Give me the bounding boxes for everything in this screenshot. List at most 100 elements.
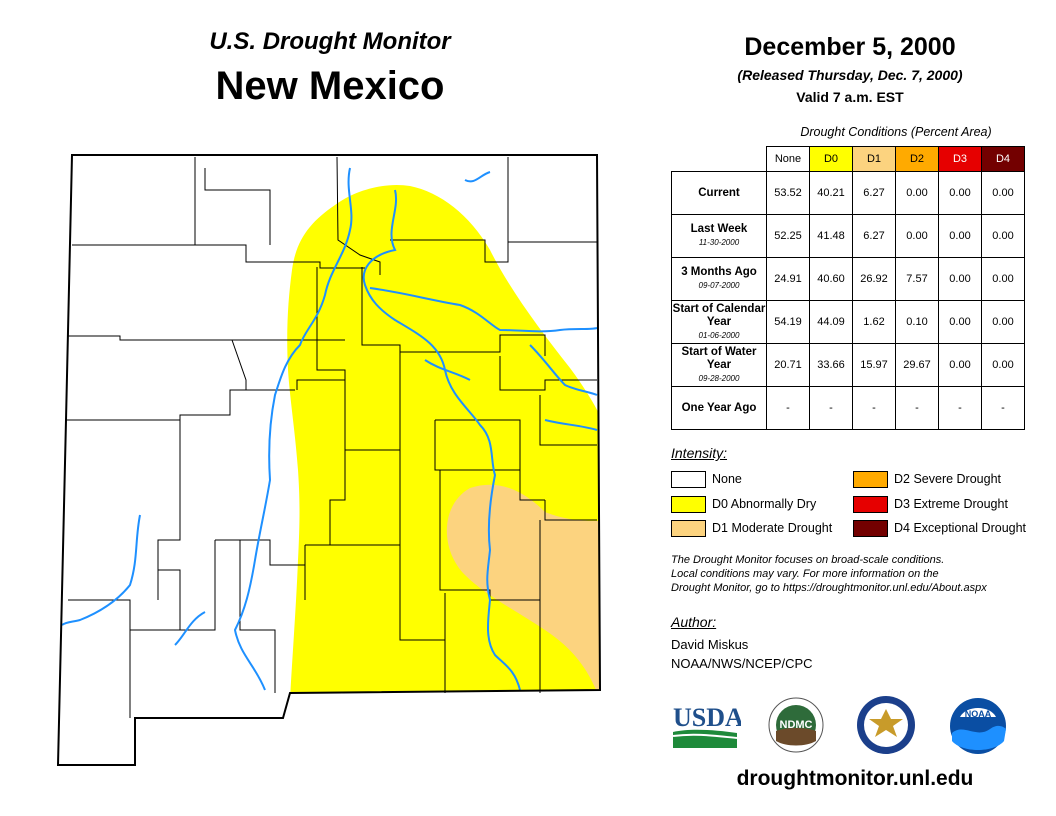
legend-swatch <box>671 520 706 537</box>
website-url: droughtmonitor.unl.edu <box>736 767 974 790</box>
legend-item: D2 Severe Drought <box>853 471 1001 488</box>
table-row: Last Week 11-30-2000 52.25 41.48 6.27 0.00 0.0… <box>671 214 1025 258</box>
table-cell: 0.00 <box>981 257 1025 301</box>
legend-item: D0 Abnormally Dry <box>671 496 816 513</box>
new-mexico-map <box>56 154 602 766</box>
table-cell: 7.57 <box>895 257 939 301</box>
table-row: Start of Calendar Year 01-06-2000 54.19 44.… <box>671 300 1025 344</box>
legend-label: D3 Extreme Drought <box>894 496 1008 511</box>
note-line-1: The Drought Monitor focuses on broad-sca… <box>671 554 945 566</box>
table-cell: 54.19 <box>766 300 810 344</box>
legend-swatch <box>853 496 888 513</box>
note-line-3: Drought Monitor, go to https://droughtmo… <box>671 582 987 594</box>
svg-text:USDA: USDA <box>673 703 741 732</box>
row-date: 09-07-2000 <box>698 281 740 290</box>
table-row: Current 53.52 40.21 6.27 0.00 0.00 0.00 <box>671 171 1025 215</box>
column-header-d0: D0 <box>809 146 853 172</box>
svg-text:NOAA: NOAA <box>965 709 992 719</box>
table-cell: 52.25 <box>766 214 810 258</box>
table-cell: - <box>938 386 982 430</box>
legend-item: D1 Moderate Drought <box>671 520 832 537</box>
release-date: (Released Thursday, Dec. 7, 2000) <box>737 67 963 83</box>
table-cell: 0.00 <box>895 214 939 258</box>
row-label-text: Current <box>698 186 740 199</box>
row-date: 09-28-2000 <box>698 373 740 383</box>
table-corner <box>672 147 767 172</box>
table-cell: - <box>766 386 810 430</box>
column-header-none: None <box>766 146 810 172</box>
table-cell: 6.27 <box>852 214 896 258</box>
table-cell: 15.97 <box>852 343 896 387</box>
table-cell: 0.00 <box>981 214 1025 258</box>
table-row: 3 Months Ago 09-07-2000 24.91 40.60 26.92 7.5… <box>671 257 1025 301</box>
table-cell: 0.10 <box>895 300 939 344</box>
legend-item: D3 Extreme Drought <box>853 496 1008 513</box>
usda-logo: USDA <box>672 703 741 748</box>
note-line-2: Local conditions may vary. For more info… <box>671 568 939 580</box>
map-title: New Mexico <box>215 64 445 108</box>
row-label-text: Start of Calendar Year <box>672 302 766 328</box>
legend-label: D1 Moderate Drought <box>712 520 833 535</box>
row-date: 01-06-2000 <box>698 330 740 340</box>
column-header-d1: D1 <box>852 146 896 172</box>
row-date: 11-30-2000 <box>698 238 740 247</box>
commerce-seal-logo <box>857 696 915 754</box>
table-cell: 0.00 <box>981 171 1025 215</box>
table-cell: 53.52 <box>766 171 810 215</box>
legend-swatch <box>853 471 888 488</box>
table-row: Start of Water Year 09-28-2000 20.71 33.66 1… <box>671 343 1025 387</box>
legend-swatch <box>671 496 706 513</box>
table-cell: 24.91 <box>766 257 810 301</box>
table-cell: 33.66 <box>809 343 853 387</box>
drought-monitor-note: The Drought Monitor focuses on broad-sca… <box>671 553 1041 595</box>
row-label: Current <box>671 171 767 215</box>
d1-drought-area <box>446 484 600 700</box>
table-cell: 29.67 <box>895 343 939 387</box>
county-lines <box>67 156 597 718</box>
legend-label: D4 Exceptional Drought <box>894 520 1027 535</box>
table-caption: Drought Conditions (Percent Area) <box>800 125 992 139</box>
legend-title: Intensity: <box>671 445 728 461</box>
legend-label: D0 Abnormally Dry <box>712 496 817 511</box>
legend-swatch <box>853 520 888 537</box>
ndmc-logo: NDMC <box>768 697 824 753</box>
row-label-text: Start of Water Year <box>681 345 757 371</box>
legend-item: D4 Exceptional Drought <box>853 520 1026 537</box>
column-header-d4: D4 <box>981 146 1025 172</box>
noaa-logo: NOAA <box>950 698 1006 754</box>
table-cell: 40.60 <box>809 257 853 301</box>
column-header-d3: D3 <box>938 146 982 172</box>
table-cell: 40.21 <box>809 171 853 215</box>
table-row: One Year Ago - - - - - - <box>671 386 1025 430</box>
drought-conditions-table: None D0 D1 D2 D3 D4 Current 53.52 40.21 6.27 0.00 0… <box>671 146 1025 430</box>
table-cell: - <box>852 386 896 430</box>
row-label-text: Last Week <box>690 223 748 235</box>
table-cell: 0.00 <box>938 343 982 387</box>
table-cell: 1.62 <box>852 300 896 344</box>
legend-swatch <box>671 471 706 488</box>
map-subtitle: U.S. Drought Monitor <box>209 28 451 55</box>
author-organization: NOAA/NWS/NCEP/CPC <box>671 656 813 671</box>
table-cell: - <box>895 386 939 430</box>
legend-label: None <box>712 471 742 486</box>
row-label-text: One Year Ago <box>681 401 757 414</box>
table-cell: 0.00 <box>938 257 982 301</box>
row-label: Start of Water Year 09-28-2000 <box>671 343 767 387</box>
map-date: December 5, 2000 <box>744 33 956 61</box>
table-cell: 26.92 <box>852 257 896 301</box>
table-cell: 0.00 <box>938 214 982 258</box>
column-header-d2: D2 <box>895 146 939 172</box>
row-label: One Year Ago <box>671 386 767 430</box>
table-cell: 20.71 <box>766 343 810 387</box>
legend-item: None <box>671 471 742 488</box>
table-cell: - <box>809 386 853 430</box>
table-cell: 0.00 <box>981 300 1025 344</box>
row-label: 3 Months Ago 09-07-2000 <box>671 257 767 301</box>
author-heading: Author: <box>671 614 717 630</box>
table-cell: 44.09 <box>809 300 853 344</box>
legend-label: D2 Severe Drought <box>894 471 1002 486</box>
svg-text:NDMC: NDMC <box>780 719 813 731</box>
table-cell: 0.00 <box>981 343 1025 387</box>
author-name: David Miskus <box>671 637 749 652</box>
table-cell: 0.00 <box>938 300 982 344</box>
